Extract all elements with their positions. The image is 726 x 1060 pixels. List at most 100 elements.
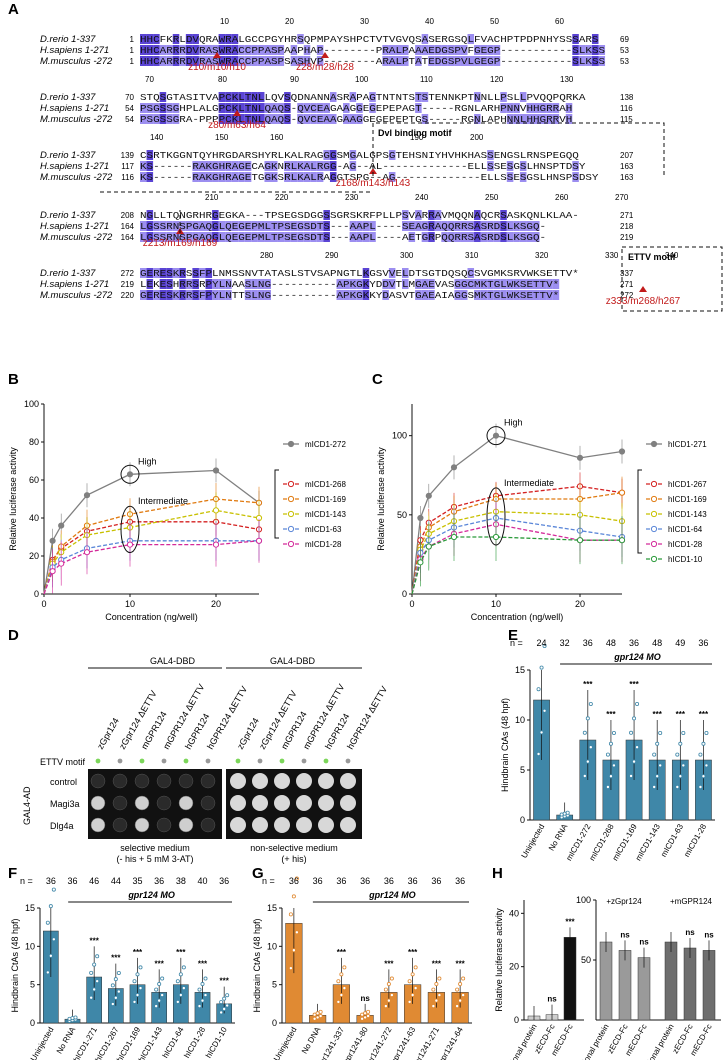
panel-c-series-line <box>411 434 623 595</box>
sequence-row: CSRTKGGNTQYHRGDARSHYRLKALRAGGGSMGALGPSGT… <box>140 150 579 161</box>
residue-shade <box>218 221 226 231</box>
residue-shade <box>290 45 298 55</box>
ruler-tick: 210 <box>205 193 219 202</box>
ruler-tick: 10 <box>220 17 229 26</box>
d-ettv-dot <box>345 758 351 764</box>
residue-shade <box>460 232 468 242</box>
residue-shade <box>166 268 173 278</box>
panel-f-point <box>95 954 100 959</box>
seq-start: 116 <box>121 173 134 182</box>
panel-f-point <box>160 993 165 998</box>
residue-shade <box>205 221 213 231</box>
residue-shade <box>506 161 514 171</box>
residue-shade <box>218 172 226 182</box>
panel-b-series-line <box>43 521 260 595</box>
d-colony-selective <box>156 795 172 811</box>
panel-b-legend-marker <box>287 480 295 488</box>
ettv-motif-label: ETTV motif <box>628 252 676 262</box>
panel-e-point <box>536 687 541 692</box>
panel-e-n-value: 36 <box>629 638 639 648</box>
residue-shade <box>212 161 219 171</box>
residue-shade <box>251 114 258 124</box>
residue-shade <box>500 221 507 231</box>
residue-shade <box>356 279 363 289</box>
residue-shade <box>343 290 350 300</box>
panel-c-legend-marker <box>650 495 658 503</box>
residue-shade <box>277 103 285 113</box>
panel-e-n-value: 24 <box>537 638 547 648</box>
residue-shade <box>251 290 258 300</box>
residue-shade <box>487 279 494 289</box>
panel-b-legend-marker <box>287 540 295 548</box>
residue-shade <box>408 232 416 242</box>
panel-c-series-line <box>411 511 623 595</box>
residue-shade <box>460 290 468 300</box>
residue-shade <box>277 56 285 66</box>
residue-shade <box>454 279 461 289</box>
residue-shade <box>447 56 455 66</box>
residue-shade <box>349 114 357 124</box>
site-label: z333/m268/h267 <box>606 296 681 307</box>
residue-shade <box>277 221 285 231</box>
panel-h-sig: *** <box>565 917 575 926</box>
residue-shade <box>421 232 429 242</box>
residue-shade <box>316 45 324 55</box>
residue-shade <box>225 172 232 182</box>
panel-c-data-point <box>576 454 584 461</box>
species-name: M.musculus -272 <box>40 114 113 125</box>
residue-shade <box>539 114 547 124</box>
panel-b-data-point <box>83 549 91 556</box>
seq-end: 138 <box>620 93 634 102</box>
residue-shade <box>159 221 167 231</box>
residue-shade <box>362 221 370 231</box>
residue-shade <box>251 103 258 113</box>
panel-f-point <box>175 999 180 1004</box>
panel-g-point <box>366 1009 371 1014</box>
ruler-tick: 60 <box>555 17 564 26</box>
seq-end: 271 <box>620 211 634 220</box>
ruler-tick: 70 <box>145 75 154 84</box>
residue-shade <box>519 221 527 231</box>
residue-shade <box>172 45 180 55</box>
residue-shade <box>271 114 278 124</box>
ruler-tick: 260 <box>555 193 569 202</box>
residue-shade <box>297 232 304 242</box>
residue-shade <box>552 114 560 124</box>
residue-shade <box>316 161 324 171</box>
residue-shade <box>356 290 363 300</box>
panel-g-ytick-label: 10 <box>267 941 277 951</box>
panel-g-n-value: 36 <box>336 876 346 886</box>
panel-f-point <box>89 995 94 1000</box>
panel-f-point <box>95 979 100 984</box>
panel-b-legend-label: mICD1-28 <box>305 540 342 549</box>
residue-shade <box>369 232 376 242</box>
residue-shade <box>205 232 213 242</box>
residue-shade <box>225 114 232 124</box>
residue-shade <box>447 45 455 55</box>
residue-shade <box>146 221 154 231</box>
residue-shade <box>218 103 226 113</box>
residue-shade <box>198 268 206 278</box>
ruler-tick: 20 <box>285 17 294 26</box>
residue-shade <box>343 114 350 124</box>
residue-shade <box>179 56 186 66</box>
ruler-tick: 120 <box>490 75 504 84</box>
panel-e-point <box>681 731 686 736</box>
panel-c-legend-label: hICD1-271 <box>668 440 707 449</box>
panel-g-sig: *** <box>432 959 442 968</box>
d-ettv-dot <box>323 758 329 764</box>
residue-shade <box>447 232 455 242</box>
panel-f-sig: *** <box>154 959 164 968</box>
residue-shade <box>329 161 337 171</box>
residue-shade <box>480 45 488 55</box>
panel-b-series-line <box>43 540 260 595</box>
residue-shade <box>231 114 239 124</box>
panel-g-point <box>410 972 415 977</box>
ruler-tick: 250 <box>485 193 499 202</box>
residue-shade <box>146 114 154 124</box>
residue-shade <box>166 290 173 300</box>
panel-e-point <box>588 745 593 750</box>
residue-shade <box>205 172 213 182</box>
panel-c-data-point <box>450 533 458 541</box>
residue-shade <box>257 56 265 66</box>
